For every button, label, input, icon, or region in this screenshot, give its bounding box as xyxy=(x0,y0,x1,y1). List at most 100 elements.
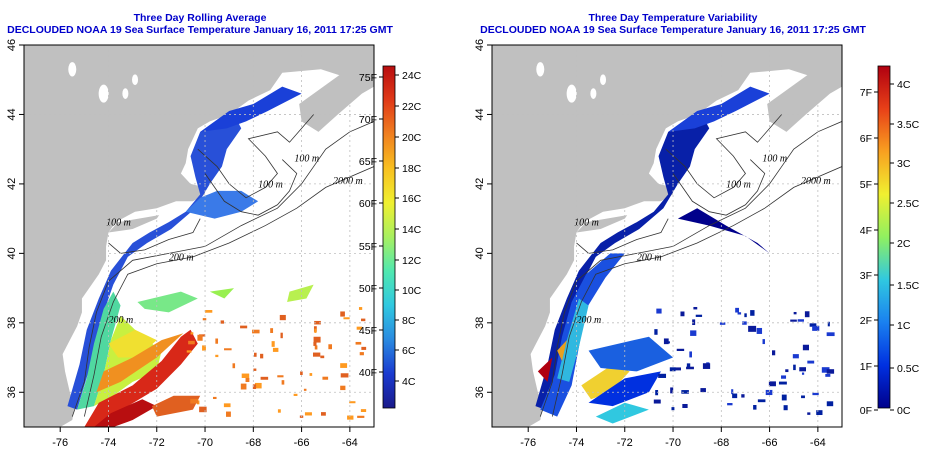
sst-speck xyxy=(821,367,830,373)
colorbar-c-label: 20C xyxy=(402,132,422,144)
sst-speck xyxy=(680,311,685,317)
sst-speck xyxy=(753,405,757,410)
colorbar-c-label: 12C xyxy=(402,255,422,267)
sst-speck xyxy=(254,382,262,389)
lake xyxy=(68,62,77,77)
colorbar-c-label: 4C xyxy=(402,376,416,388)
sst-speck xyxy=(240,383,247,390)
sst-speck xyxy=(328,344,333,350)
colorbar-c-label: 4C xyxy=(897,79,911,91)
sst-speck xyxy=(797,319,804,322)
isobath-line xyxy=(672,159,766,216)
sst-speck xyxy=(199,406,207,413)
sst-speck xyxy=(356,326,363,330)
sst-patch xyxy=(677,208,770,254)
sst-speck xyxy=(655,389,659,396)
sst-speck xyxy=(827,321,830,327)
sst-speck xyxy=(361,346,367,350)
sst-speck xyxy=(693,306,698,310)
variability-panel: Three Day Temperature Variability DECLOU… xyxy=(468,0,950,475)
colorbar-c-label: 10C xyxy=(402,285,422,297)
colorbar xyxy=(877,65,891,409)
sst-speck xyxy=(359,352,364,356)
sst-speck xyxy=(695,314,703,317)
sst-speck xyxy=(320,355,325,359)
map-area: 100 m 2000 m 100 m 200 m 100 m 200 m xyxy=(492,45,842,427)
sst-speck xyxy=(741,394,745,398)
sst-speck xyxy=(748,325,757,332)
sst-speck xyxy=(682,403,688,409)
isobath-line xyxy=(576,218,669,254)
lon-tick-label: -76 xyxy=(520,437,536,449)
colorbar-c-label: 1.5C xyxy=(897,280,920,292)
nova-scotia xyxy=(299,65,374,132)
colorbar-f-label: 45F xyxy=(359,325,377,337)
sst-speck xyxy=(281,380,285,385)
sst-speck xyxy=(757,399,766,403)
colorbar-c-label: 1C xyxy=(897,320,911,332)
sst-speck xyxy=(277,375,284,378)
sst-patch xyxy=(96,333,184,393)
lon-tick-label: -70 xyxy=(197,437,213,449)
sst-speck xyxy=(270,328,274,333)
sst-patch xyxy=(151,395,201,417)
sst-speck xyxy=(279,314,286,321)
sst-speck xyxy=(802,344,809,351)
colorbar-f-label: 7F xyxy=(860,87,872,99)
isobath-label: 100 m xyxy=(726,179,751,190)
sst-speck xyxy=(223,403,231,408)
sst-speck xyxy=(241,373,250,378)
variability-subtitle: DECLOUDED NOAA 19 Sea Surface Temperatur… xyxy=(480,24,866,36)
sst-speck xyxy=(313,336,321,343)
lon-tick-label: -68 xyxy=(245,437,261,449)
sst-speck xyxy=(358,307,363,310)
long-island xyxy=(108,215,160,233)
colorbar-c-label: 16C xyxy=(402,193,422,205)
sst-speck xyxy=(304,412,312,416)
sst-speck xyxy=(744,313,747,318)
colorbar-c-label: 6C xyxy=(402,345,416,357)
sst-speck xyxy=(669,367,676,372)
sst-speck xyxy=(681,390,689,394)
sst-speck xyxy=(220,320,225,324)
sst-speck xyxy=(700,388,706,393)
sst-speck xyxy=(226,411,231,417)
sst-speck xyxy=(658,373,667,378)
sst-speck xyxy=(750,310,755,316)
sst-speck xyxy=(719,322,726,325)
sst-speck xyxy=(232,363,236,369)
colorbar-f-label: 4F xyxy=(860,225,872,237)
colorbar-f-label: 40F xyxy=(359,367,377,379)
sst-speck xyxy=(653,399,661,404)
sst-speck xyxy=(272,347,279,352)
colorbar-f-label: 0F xyxy=(860,405,872,417)
sst-speck xyxy=(260,353,264,359)
sst-speck xyxy=(343,317,350,320)
sst-patch xyxy=(581,364,630,400)
colorbar-f-label: 1F xyxy=(860,361,872,373)
sst-speck xyxy=(303,388,307,391)
colorbar-f-label: 3F xyxy=(860,270,872,282)
map-frame xyxy=(491,44,843,428)
lat-tick-label: 36 xyxy=(474,386,486,398)
sst-patch xyxy=(595,402,649,424)
sst-speck xyxy=(254,352,257,357)
average-subtitle: DECLOUDED NOAA 19 Sea Surface Temperatur… xyxy=(7,24,393,36)
sst-speck xyxy=(768,381,776,387)
isobath-label: 100 m xyxy=(574,218,599,229)
sst-speck xyxy=(742,321,747,325)
sst-patch xyxy=(588,336,674,372)
sst-speck xyxy=(186,350,192,353)
sst-patch xyxy=(209,288,234,299)
sst-speck xyxy=(340,311,345,317)
map-area: 100 m 2000 m 100 m 200 m 100 m 200 m xyxy=(24,45,374,427)
colorbar-c-label: 3C xyxy=(897,158,911,170)
sst-speck xyxy=(785,369,789,373)
long-island xyxy=(576,215,628,233)
lon-tick-label: -66 xyxy=(762,437,778,449)
sst-speck xyxy=(204,310,213,313)
isobath-label: 200 m xyxy=(576,315,601,326)
sst-speck xyxy=(690,330,697,336)
colorbar-f-label: 2F xyxy=(860,315,872,327)
isobath-label: 100 m xyxy=(294,153,319,164)
